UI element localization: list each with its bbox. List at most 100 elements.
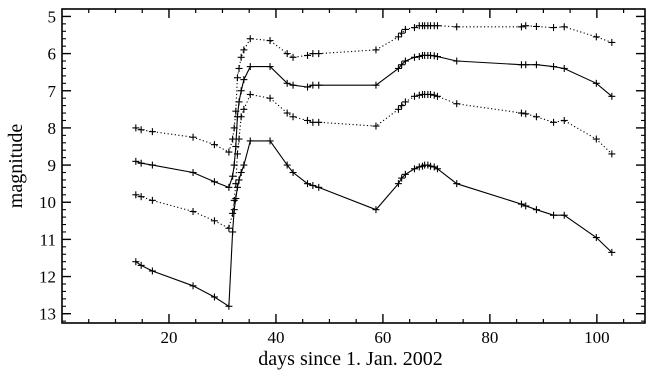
- data-point-marker: [608, 92, 616, 100]
- data-point-marker: [304, 180, 312, 188]
- data-point-marker: [189, 169, 197, 177]
- data-point-marker: [229, 209, 237, 217]
- data-point-marker: [372, 81, 380, 89]
- data-point-marker: [289, 53, 297, 61]
- data-point-marker: [394, 105, 402, 113]
- y-tick-label: 10: [39, 193, 56, 212]
- data-point-marker: [517, 23, 525, 31]
- data-point-marker: [225, 302, 233, 310]
- series-layer: [132, 22, 616, 310]
- data-point-marker: [394, 64, 402, 72]
- data-point-marker: [246, 137, 254, 145]
- data-point-marker: [229, 135, 237, 143]
- data-point-marker: [522, 22, 530, 30]
- data-point-marker: [235, 135, 243, 143]
- data-point-marker: [315, 50, 323, 58]
- data-point-marker: [237, 169, 245, 177]
- data-point-marker: [415, 91, 423, 99]
- data-point-marker: [550, 118, 558, 126]
- data-point-marker: [232, 195, 240, 203]
- data-point-marker: [148, 267, 156, 275]
- data-point-marker: [225, 224, 233, 232]
- data-point-marker: [410, 53, 418, 61]
- data-point-marker: [401, 25, 409, 33]
- data-point-marker: [148, 196, 156, 204]
- data-point-marker: [229, 228, 237, 236]
- data-point-marker: [372, 122, 380, 130]
- data-point-marker: [233, 150, 241, 158]
- plot-frame: [61, 8, 646, 324]
- data-point-marker: [225, 148, 233, 156]
- data-point-marker: [433, 22, 441, 30]
- data-point-marker: [266, 63, 274, 71]
- data-point-marker: [532, 206, 540, 214]
- series-line-1: [135, 25, 612, 153]
- data-point-marker: [398, 61, 406, 69]
- data-point-marker: [398, 29, 406, 37]
- data-point-marker: [550, 63, 558, 71]
- data-point-marker: [430, 163, 438, 171]
- data-point-marker: [132, 258, 140, 266]
- data-point-marker: [398, 102, 406, 110]
- series-line-4: [135, 140, 613, 308]
- data-point-marker: [315, 183, 323, 191]
- data-point-marker: [394, 33, 402, 41]
- y-tick-label: 9: [48, 156, 57, 175]
- data-point-marker: [304, 51, 312, 59]
- data-point-marker: [225, 183, 233, 191]
- data-point-marker: [410, 92, 418, 100]
- data-point-marker: [246, 35, 254, 43]
- data-point-marker: [608, 38, 616, 46]
- data-point-marker: [453, 57, 461, 65]
- data-point-marker: [304, 116, 312, 124]
- data-point-marker: [522, 61, 530, 69]
- data-point-marker: [304, 83, 312, 91]
- data-point-marker: [266, 94, 274, 102]
- data-point-marker: [240, 76, 248, 84]
- data-point-marker: [315, 81, 323, 89]
- data-point-marker: [266, 137, 274, 145]
- data-point-marker: [309, 50, 317, 58]
- data-point-marker: [189, 282, 197, 290]
- data-point-marker: [309, 182, 317, 190]
- y-tick-label: 7: [48, 82, 57, 101]
- data-point-marker: [415, 53, 423, 61]
- x-tick-label: 100: [584, 328, 610, 347]
- data-point-marker: [230, 206, 238, 214]
- data-point-marker: [453, 180, 461, 188]
- data-point-marker: [560, 64, 568, 72]
- data-point-marker: [246, 63, 254, 71]
- data-point-marker: [132, 191, 140, 199]
- data-point-marker: [532, 113, 540, 121]
- data-point-marker: [137, 126, 145, 134]
- data-point-marker: [522, 202, 530, 210]
- data-point-marker: [433, 165, 441, 173]
- y-tick-label: 11: [40, 230, 56, 249]
- data-point-marker: [522, 110, 530, 118]
- data-point-marker: [592, 135, 600, 143]
- data-point-marker: [210, 178, 218, 186]
- data-point-marker: [230, 196, 238, 204]
- x-axis-label: days since 1. Jan. 2002: [258, 348, 442, 370]
- data-point-marker: [266, 37, 274, 45]
- data-point-marker: [289, 113, 297, 121]
- data-point-marker: [246, 90, 254, 98]
- x-tick-label: 80: [481, 328, 498, 347]
- data-point-marker: [372, 206, 380, 214]
- tick-layer: 20 40 60 80 100 5 6 7 8 9 10 11 12 13: [39, 7, 645, 347]
- y-axis-label: magnitude: [5, 124, 27, 209]
- y-tick-label: 5: [48, 7, 57, 26]
- data-point-marker: [517, 109, 525, 117]
- data-point-marker: [283, 50, 291, 58]
- data-point-marker: [289, 169, 297, 177]
- data-point-marker: [232, 142, 240, 150]
- data-point-marker: [148, 161, 156, 169]
- data-point-marker: [132, 124, 140, 132]
- data-point-marker: [283, 109, 291, 117]
- x-tick-label: 20: [160, 328, 177, 347]
- data-point-marker: [137, 193, 145, 201]
- data-point-marker: [233, 74, 241, 82]
- y-tick-label: 12: [39, 268, 56, 287]
- data-point-marker: [401, 98, 409, 106]
